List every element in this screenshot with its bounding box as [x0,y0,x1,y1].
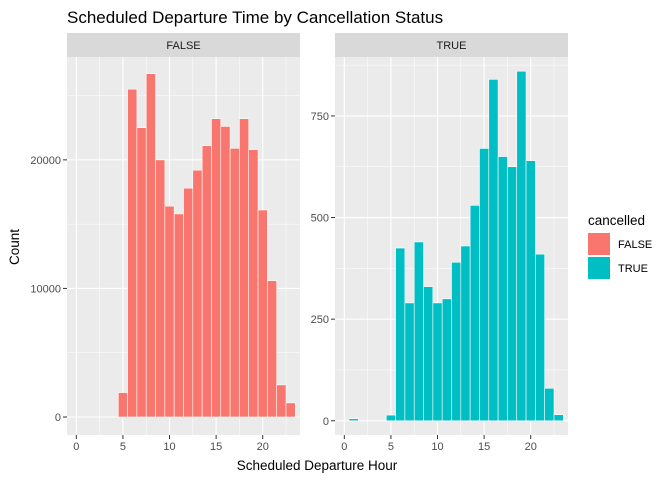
legend-label-true: TRUE [618,263,648,275]
bar-true-hour-23 [553,414,564,422]
bar-false-hour-5 [117,392,128,418]
x-tick-label: 5 [388,441,394,453]
bar-false-hour-23 [285,402,296,418]
bar-false-hour-14 [201,145,212,418]
x-tick-label: 0 [341,441,347,453]
x-tick-label: 20 [257,441,269,453]
y-tick-label: 500 [311,213,329,225]
bar-true-hour-19 [516,70,527,422]
chart-title: Scheduled Departure Time by Cancellation… [67,8,443,27]
facet-panel-false: FALSE 0 5 10 15 20 0 10000 20000 [30,33,300,453]
y-tick-label: 0 [55,412,61,424]
facet-strip-false [67,33,300,57]
bar-true-hour-9 [423,286,434,422]
x-tick-label: 0 [73,441,79,453]
bar-false-hour-10 [164,205,175,418]
bar-false-hour-12 [183,187,194,418]
bar-false-hour-11 [173,213,184,418]
bar-true-hour-14 [469,205,480,422]
x-tick-label: 20 [525,441,537,453]
bar-true-hour-5 [385,414,396,422]
x-tick-label: 5 [120,441,126,453]
legend-key-true [588,257,610,279]
y-tick-label: 750 [311,111,329,123]
y-tick-label: 250 [311,314,329,326]
facet-strip-label-false: FALSE [166,40,200,52]
bar-true-hour-13 [460,245,471,422]
x-tick-label: 10 [163,441,175,453]
x-tick-label: 15 [478,441,490,453]
bar-false-hour-18 [239,118,250,418]
legend: cancelled FALSE TRUE [588,213,652,279]
bar-false-hour-21 [267,280,278,418]
y-axis-title: Count [7,229,22,265]
bar-true-hour-15 [479,148,490,422]
legend-title: cancelled [588,213,645,228]
bar-true-hour-12 [451,261,462,422]
bar-true-hour-8 [413,241,424,422]
bar-false-hour-9 [155,159,166,418]
bar-true-hour-18 [507,166,518,422]
bar-true-hour-10 [432,302,443,422]
bar-false-hour-17 [229,147,240,418]
bar-true-hour-20 [525,160,536,422]
bar-true-hour-16 [488,79,499,422]
y-tick-label: 10000 [30,283,61,295]
x-tick-label: 10 [431,441,443,453]
bar-false-hour-22 [276,384,287,418]
bar-false-hour-19 [248,149,259,418]
bar-false-hour-7 [136,127,147,418]
bar-false-hour-8 [145,73,156,418]
facet-panel-true: TRUE 0 5 10 15 20 0 250 500 750 [311,33,568,453]
x-tick-label: 15 [210,441,222,453]
y-tick-label: 20000 [30,155,61,167]
bar-true-hour-11 [441,298,452,422]
facet-strip-true [335,33,568,57]
facet-strip-label-true: TRUE [437,40,467,52]
bar-true-hour-21 [535,253,546,422]
y-tick-label: 0 [323,416,329,428]
bar-true-hour-17 [497,156,508,422]
bar-false-hour-13 [192,169,203,418]
bar-false-hour-15 [211,118,222,418]
bar-false-hour-16 [220,126,231,418]
legend-label-false: FALSE [618,239,652,251]
x-axis-title: Scheduled Departure Hour [237,458,398,473]
legend-key-false [588,233,610,255]
bar-true-hour-6 [395,247,406,422]
bar-true-hour-7 [404,302,415,422]
bar-true-hour-1 [348,418,359,422]
bar-false-hour-20 [257,209,268,418]
bar-true-hour-22 [544,387,555,422]
bar-false-hour-6 [127,88,138,418]
